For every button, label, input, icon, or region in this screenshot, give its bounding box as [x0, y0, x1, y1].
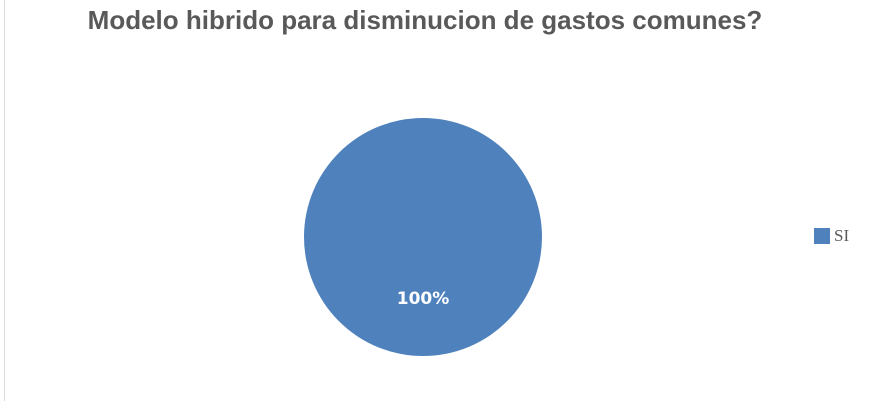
legend-label-si: SI [834, 226, 850, 245]
data-label-si: 100% [397, 289, 450, 309]
legend: SI [814, 227, 849, 245]
chart-border [4, 0, 5, 401]
pie-slice-si [304, 118, 542, 356]
chart-title: Modelo hibrido para disminucion de gasto… [87, 5, 763, 35]
legend-swatch-si [814, 228, 830, 244]
